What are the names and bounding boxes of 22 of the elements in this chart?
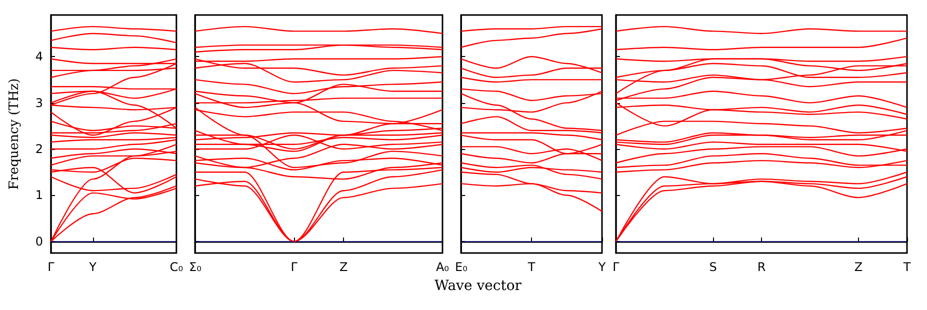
x-tick-label: T <box>902 260 912 274</box>
x-tick-label: A₀ <box>436 260 450 274</box>
x-tick-label: Σ₀ <box>188 260 202 274</box>
y-tick-label: 3 <box>35 96 43 110</box>
x-tick-label: Y <box>88 260 98 274</box>
x-tick-label: R <box>757 260 766 274</box>
y-tick-label: 0 <box>35 234 43 248</box>
x-tick-label: Z <box>854 260 863 274</box>
x-tick-label: Y <box>597 260 606 274</box>
x-tick-label: Z <box>339 260 348 274</box>
x-tick-label: T <box>526 260 536 274</box>
y-tick-label: 1 <box>35 188 43 202</box>
y-tick-label: 2 <box>35 142 43 156</box>
x-tick-label: Γ <box>612 260 620 274</box>
y-axis-title: Frequency (THz) <box>7 78 22 190</box>
x-tick-label: E₀ <box>454 260 468 274</box>
x-tick-label: Γ <box>290 260 298 274</box>
y-tick-label: 4 <box>35 50 43 64</box>
x-tick-label: S <box>709 260 717 274</box>
x-tick-label: Γ <box>48 260 55 274</box>
x-axis-title: Wave vector <box>434 278 522 294</box>
x-tick-label: C₀ <box>170 260 184 274</box>
